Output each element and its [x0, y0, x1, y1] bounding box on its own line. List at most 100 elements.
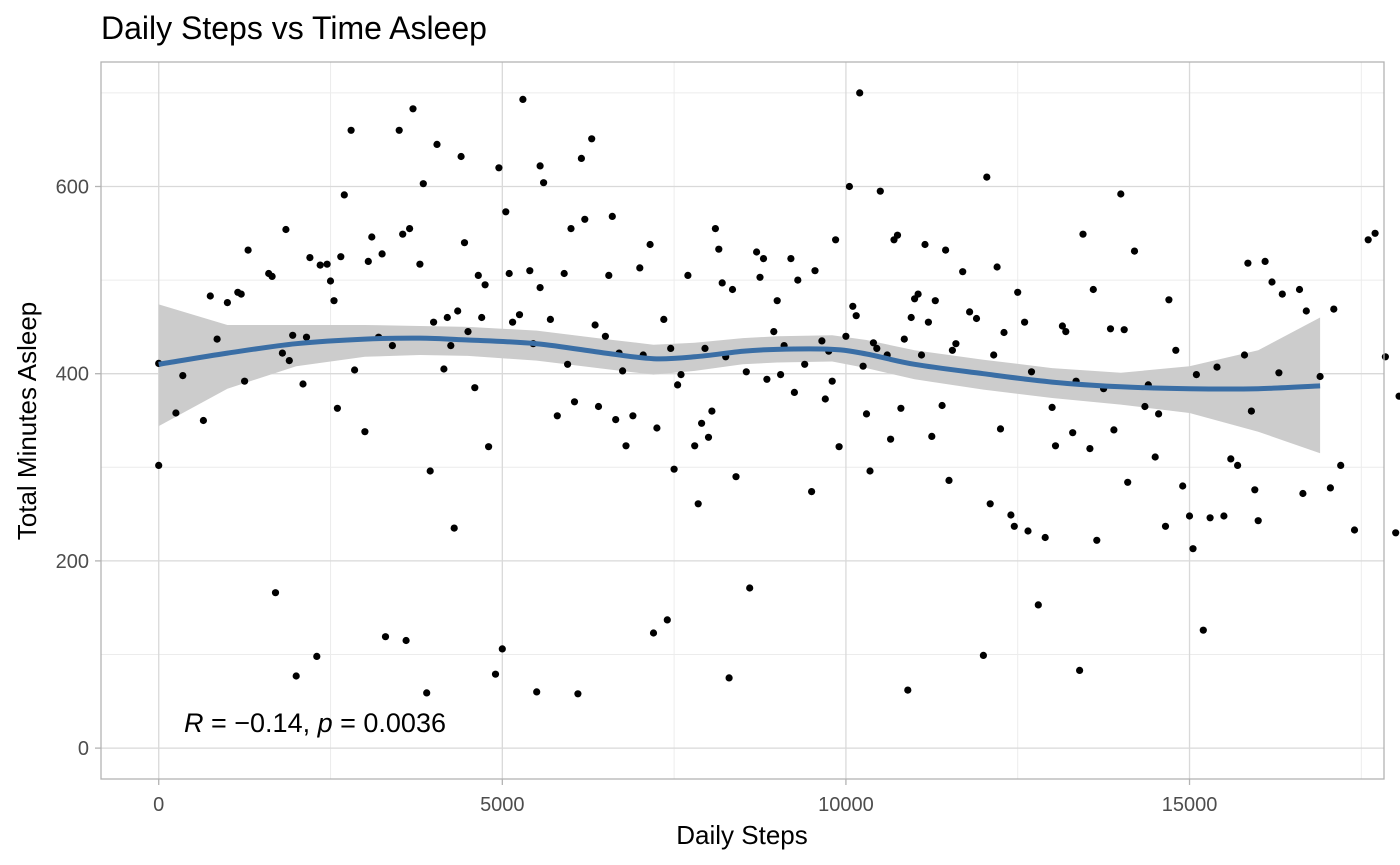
- scatter-point: [845, 182, 854, 191]
- scatter-point: [278, 349, 286, 357]
- y-tick-label: 200: [56, 551, 89, 573]
- scatter-point: [893, 231, 902, 239]
- scatter-point: [381, 633, 390, 641]
- scatter-point: [306, 254, 314, 262]
- scatter-point: [1120, 326, 1128, 334]
- scatter-point: [996, 425, 1005, 433]
- scatter-point: [485, 443, 493, 451]
- scatter-point: [601, 332, 610, 340]
- scatter-point: [292, 672, 300, 680]
- scatter-point: [285, 357, 293, 365]
- scatter-point: [508, 318, 517, 326]
- scatter-point: [423, 689, 431, 697]
- scatter-point: [663, 616, 671, 624]
- scatter-point: [1381, 353, 1389, 361]
- scatter-point: [1079, 230, 1087, 238]
- scatter-point: [577, 154, 586, 162]
- scatter-point: [746, 584, 754, 592]
- scatter-point: [546, 315, 555, 323]
- scatter-point: [347, 126, 355, 134]
- scatter-point: [581, 215, 589, 223]
- scatter-point: [1350, 526, 1359, 534]
- scatter-point: [1007, 511, 1015, 519]
- scatter-point: [1316, 372, 1324, 381]
- scatter-point: [917, 351, 926, 359]
- scatter-point: [1337, 461, 1345, 469]
- x-tick-label: 0: [153, 794, 164, 816]
- y-tick-label: 400: [56, 364, 89, 386]
- scatter-point: [464, 328, 472, 336]
- scatter-point: [708, 407, 716, 415]
- scatter-point: [773, 297, 781, 305]
- scatter-point: [237, 290, 245, 298]
- scatter-point: [986, 500, 994, 508]
- scatter-point: [1295, 285, 1304, 294]
- scatter-point: [866, 467, 874, 475]
- scatter-point: [409, 105, 417, 113]
- scatter-point: [502, 208, 510, 216]
- scatter-point: [808, 488, 816, 496]
- x-axis-title: Daily Steps: [676, 820, 808, 850]
- scatter-point: [1364, 236, 1372, 244]
- scatter-point: [1199, 626, 1207, 634]
- scatter-point: [299, 380, 307, 388]
- scatter-point: [907, 313, 915, 322]
- scatter-point: [1395, 392, 1400, 400]
- scatter-point: [536, 162, 544, 170]
- scatter-point: [1069, 429, 1077, 437]
- scatter-point: [430, 318, 438, 326]
- scatter-point: [718, 279, 726, 287]
- scatter-point: [340, 191, 348, 199]
- scatter-point: [914, 290, 922, 298]
- scatter-point: [313, 652, 321, 661]
- scatter-point: [869, 339, 878, 347]
- scatter-point: [351, 366, 359, 374]
- scatter-point: [811, 267, 819, 275]
- scatter-point: [495, 164, 503, 172]
- scatter-point: [337, 253, 345, 261]
- scatter-point: [856, 89, 864, 97]
- scatter-point: [742, 368, 750, 376]
- scatter-point: [402, 636, 410, 645]
- scatter-point: [897, 404, 905, 412]
- scatter-point: [704, 433, 713, 441]
- scatter-point: [715, 245, 723, 253]
- scatter-point: [691, 442, 699, 450]
- scatter-point: [1172, 346, 1180, 354]
- scatter-point: [1220, 512, 1228, 520]
- scatter-point: [1254, 517, 1262, 525]
- scatter-point: [1213, 363, 1221, 371]
- scatter-point: [491, 670, 500, 678]
- scatter-point: [1240, 351, 1249, 359]
- scatter-point: [364, 257, 372, 265]
- scatter-point: [921, 240, 929, 249]
- scatter-point: [406, 225, 414, 233]
- scatter-point: [433, 140, 441, 148]
- scatter-point: [206, 292, 214, 300]
- scatter-point: [179, 372, 187, 380]
- scatter-point: [361, 428, 369, 436]
- scatter-point: [1058, 322, 1066, 330]
- scatter-point: [419, 180, 427, 188]
- scatter-point: [1034, 601, 1042, 609]
- scatter-point: [756, 273, 764, 281]
- scatter-point: [608, 212, 616, 220]
- scatter-point: [474, 271, 482, 279]
- p-value: = 0.0036: [333, 708, 446, 738]
- scatter-point: [1371, 229, 1379, 237]
- scatter-point: [450, 524, 458, 532]
- data-points: [155, 89, 1400, 698]
- p-symbol: p: [317, 708, 333, 738]
- scatter-point: [1021, 318, 1029, 326]
- scatter-point: [790, 388, 799, 396]
- scatter-point: [1010, 522, 1018, 530]
- scatter-point: [223, 299, 231, 307]
- scatter-point: [931, 297, 939, 305]
- scatter-point: [1089, 285, 1097, 294]
- scatter-point: [1206, 514, 1214, 522]
- chart-title: Daily Steps vs Time Asleep: [101, 10, 487, 46]
- scatter-point: [728, 285, 737, 294]
- scatter-point: [711, 225, 720, 233]
- correlation-annotation: R = −0.14, p = 0.0036: [184, 708, 446, 738]
- smooth-trend-line: [158, 335, 1321, 392]
